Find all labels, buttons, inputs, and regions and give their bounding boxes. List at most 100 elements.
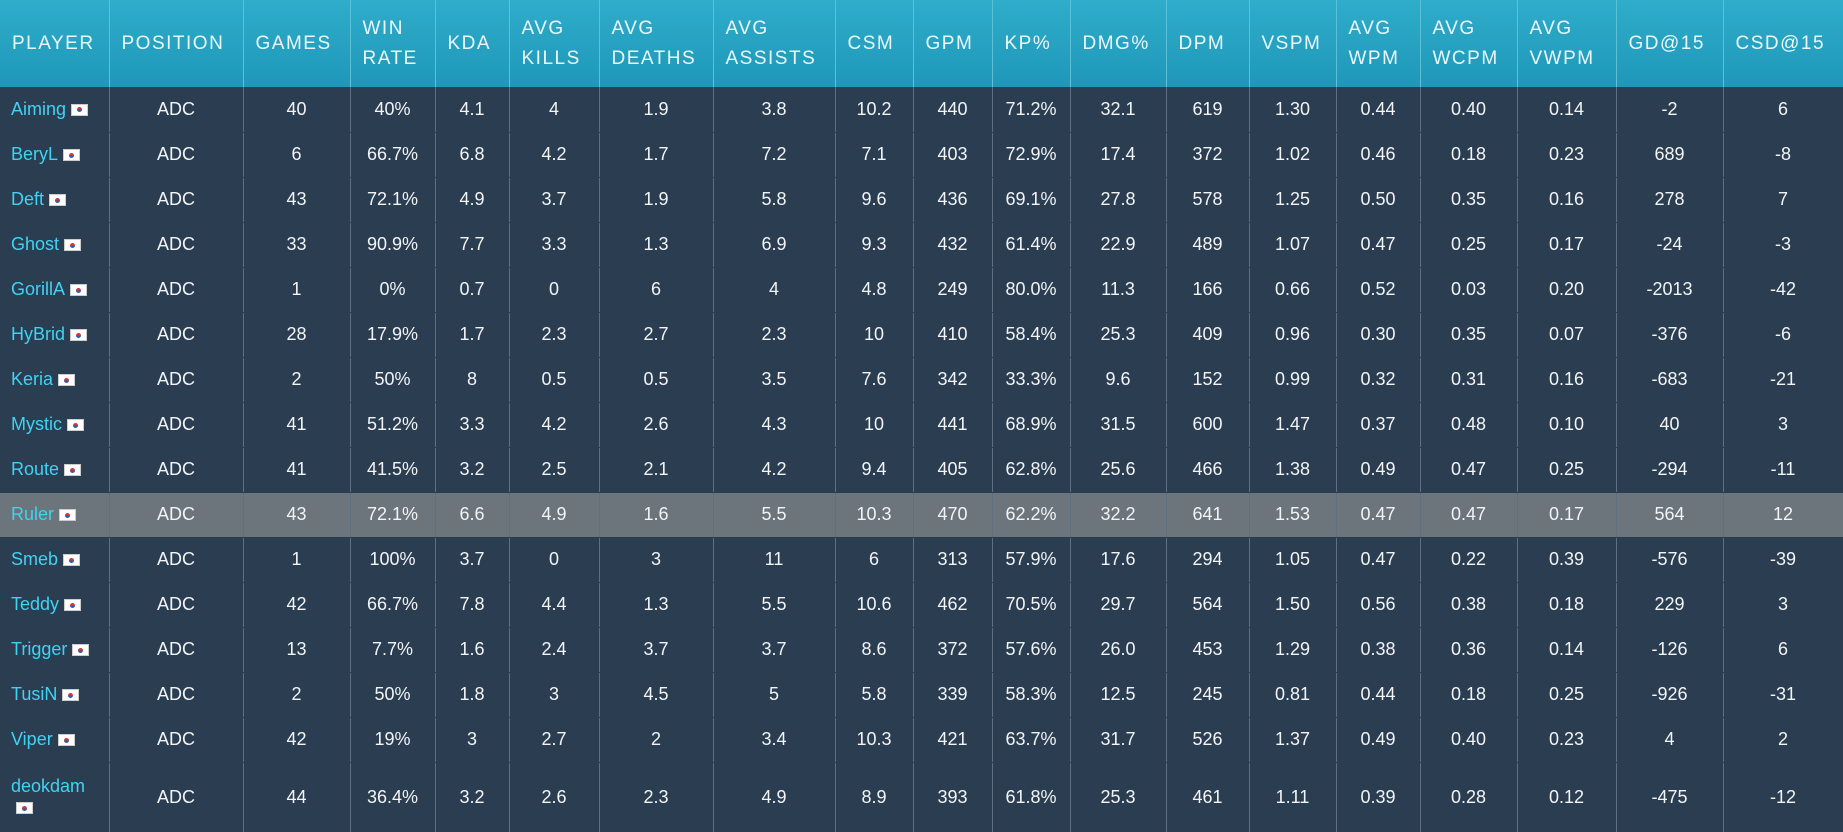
stat-cell: 1.8 [435, 672, 510, 718]
column-header: VSPM [1249, 0, 1337, 87]
player-link[interactable]: deokdam [11, 776, 86, 796]
stat-cell: 17.4 [1070, 132, 1167, 178]
stat-cell: 0.20 [1517, 267, 1617, 313]
stat-cell: 0.38 [1336, 627, 1421, 673]
player-link[interactable]: Trigger [11, 639, 68, 659]
stat-cell: 0.5 [599, 357, 714, 403]
player-link[interactable]: Ruler [11, 504, 55, 524]
stat-cell: 1.9 [599, 87, 714, 133]
player-link[interactable]: Aiming [11, 98, 67, 119]
stat-cell: 2.3 [599, 762, 714, 832]
flag-icon [70, 284, 88, 296]
column-header: KDA [435, 0, 510, 87]
stat-cell: 564 [1166, 582, 1250, 628]
stat-cell: 1.3 [599, 222, 714, 268]
player-cell: Route [0, 447, 110, 493]
stat-cell: 0.17 [1517, 222, 1617, 268]
stat-cell: 0.30 [1336, 312, 1421, 358]
stat-cell: 0.25 [1517, 447, 1617, 493]
stat-cell: 0.47 [1420, 492, 1518, 538]
stat-cell: 11.3 [1070, 267, 1167, 313]
player-link[interactable]: Route [11, 459, 60, 479]
stat-cell: -42 [1723, 267, 1843, 313]
stat-cell: -11 [1723, 447, 1843, 493]
stat-cell: 43 [243, 492, 351, 538]
stat-cell: 0.12 [1517, 762, 1617, 832]
player-link[interactable]: Smeb [11, 549, 59, 569]
column-header: AVG WPM [1336, 0, 1421, 87]
stat-cell: 3.7 [713, 627, 836, 673]
stat-cell: 25.6 [1070, 447, 1167, 493]
header-text: AVG WPM [1348, 17, 1400, 69]
stat-cell: 619 [1166, 87, 1250, 133]
header-text: DPM [1178, 32, 1226, 54]
player-cell: HyBrid [0, 312, 110, 358]
stat-cell: 61.4% [992, 222, 1071, 268]
stat-cell: 1.25 [1249, 177, 1337, 223]
stat-cell: 42 [243, 717, 351, 763]
stat-cell: 0.23 [1517, 717, 1617, 763]
player-link[interactable]: Keria [11, 369, 54, 389]
flag-icon [63, 554, 81, 566]
stat-cell: 0.38 [1420, 582, 1518, 628]
header-text: VSPM [1261, 32, 1322, 54]
column-header: AVG DEATHS [599, 0, 714, 87]
stat-cell: 61.8% [992, 762, 1071, 832]
stat-cell: -39 [1723, 537, 1843, 583]
stat-cell: 0% [350, 267, 436, 313]
stat-cell: -2013 [1616, 267, 1724, 313]
stat-cell: 50% [350, 357, 436, 403]
stat-cell: 0.44 [1336, 87, 1421, 133]
stat-cell: 0.5 [509, 357, 600, 403]
player-link[interactable]: Deft [11, 189, 45, 209]
stat-cell: -24 [1616, 222, 1724, 268]
player-row: Ghost ADC 33 90.9% 7.7 3.3 1.3 6.9 9.3 432 61.4% 22… [0, 222, 1843, 268]
stat-cell: 453 [1166, 627, 1250, 673]
table-header: PLAYER POSITION GAMES WIN RATE KDA AVG KILLS A… [0, 0, 1843, 87]
player-cell: TusiN [0, 672, 110, 718]
stat-cell: 7.1 [835, 132, 914, 178]
stat-cell: 1.53 [1249, 492, 1337, 538]
stat-cell: 5.5 [713, 492, 836, 538]
stat-cell: 1 [243, 537, 351, 583]
player-link[interactable]: BeryL [11, 144, 59, 164]
player-link[interactable]: HyBrid [11, 324, 66, 344]
table-body: Aiming ADC 40 40% 4.1 4 1.9 3.8 10.2 440 71.2% 32.1… [0, 87, 1843, 832]
player-row: BeryL ADC 6 66.7% 6.8 4.2 1.7 7.2 7.1 403 72.9% 17.… [0, 132, 1843, 178]
player-link[interactable]: Teddy [11, 594, 60, 614]
stat-cell: 489 [1166, 222, 1250, 268]
stat-cell: -2 [1616, 87, 1724, 133]
stat-cell: 25.3 [1070, 312, 1167, 358]
column-header: AVG ASSISTS [713, 0, 836, 87]
player-link[interactable]: Viper [11, 729, 53, 749]
stat-cell: 33.3% [992, 357, 1071, 403]
stat-cell: 2.4 [509, 627, 600, 673]
stat-cell: 3.3 [435, 402, 510, 448]
stat-cell: 66.7% [350, 582, 436, 628]
header-text: AVG WCPM [1432, 17, 1499, 69]
player-link[interactable]: Mystic [11, 414, 62, 434]
flag-icon [58, 374, 76, 386]
stat-cell: 440 [913, 87, 993, 133]
flag-icon [70, 329, 88, 341]
stat-cell: 19% [350, 717, 436, 763]
stat-cell: 58.4% [992, 312, 1071, 358]
stat-cell: 25.3 [1070, 762, 1167, 832]
stat-cell: -683 [1616, 357, 1724, 403]
player-link[interactable]: TusiN [11, 684, 58, 704]
stat-cell: 245 [1166, 672, 1250, 718]
stat-cell: 12.5 [1070, 672, 1167, 718]
stat-cell: 7.7% [350, 627, 436, 673]
stat-cell: 466 [1166, 447, 1250, 493]
player-link[interactable]: GorillA [11, 279, 66, 299]
header-text: GPM [925, 32, 974, 54]
stat-cell: 71.2% [992, 87, 1071, 133]
stat-cell: 0.35 [1420, 177, 1518, 223]
stat-cell: 0.66 [1249, 267, 1337, 313]
player-link[interactable]: Ghost [11, 234, 60, 254]
player-row: Aiming ADC 40 40% 4.1 4 1.9 3.8 10.2 440 71.2% 32.1… [0, 87, 1843, 133]
stat-cell: 152 [1166, 357, 1250, 403]
stat-cell: 31.5 [1070, 402, 1167, 448]
stat-cell: ADC [109, 312, 244, 358]
